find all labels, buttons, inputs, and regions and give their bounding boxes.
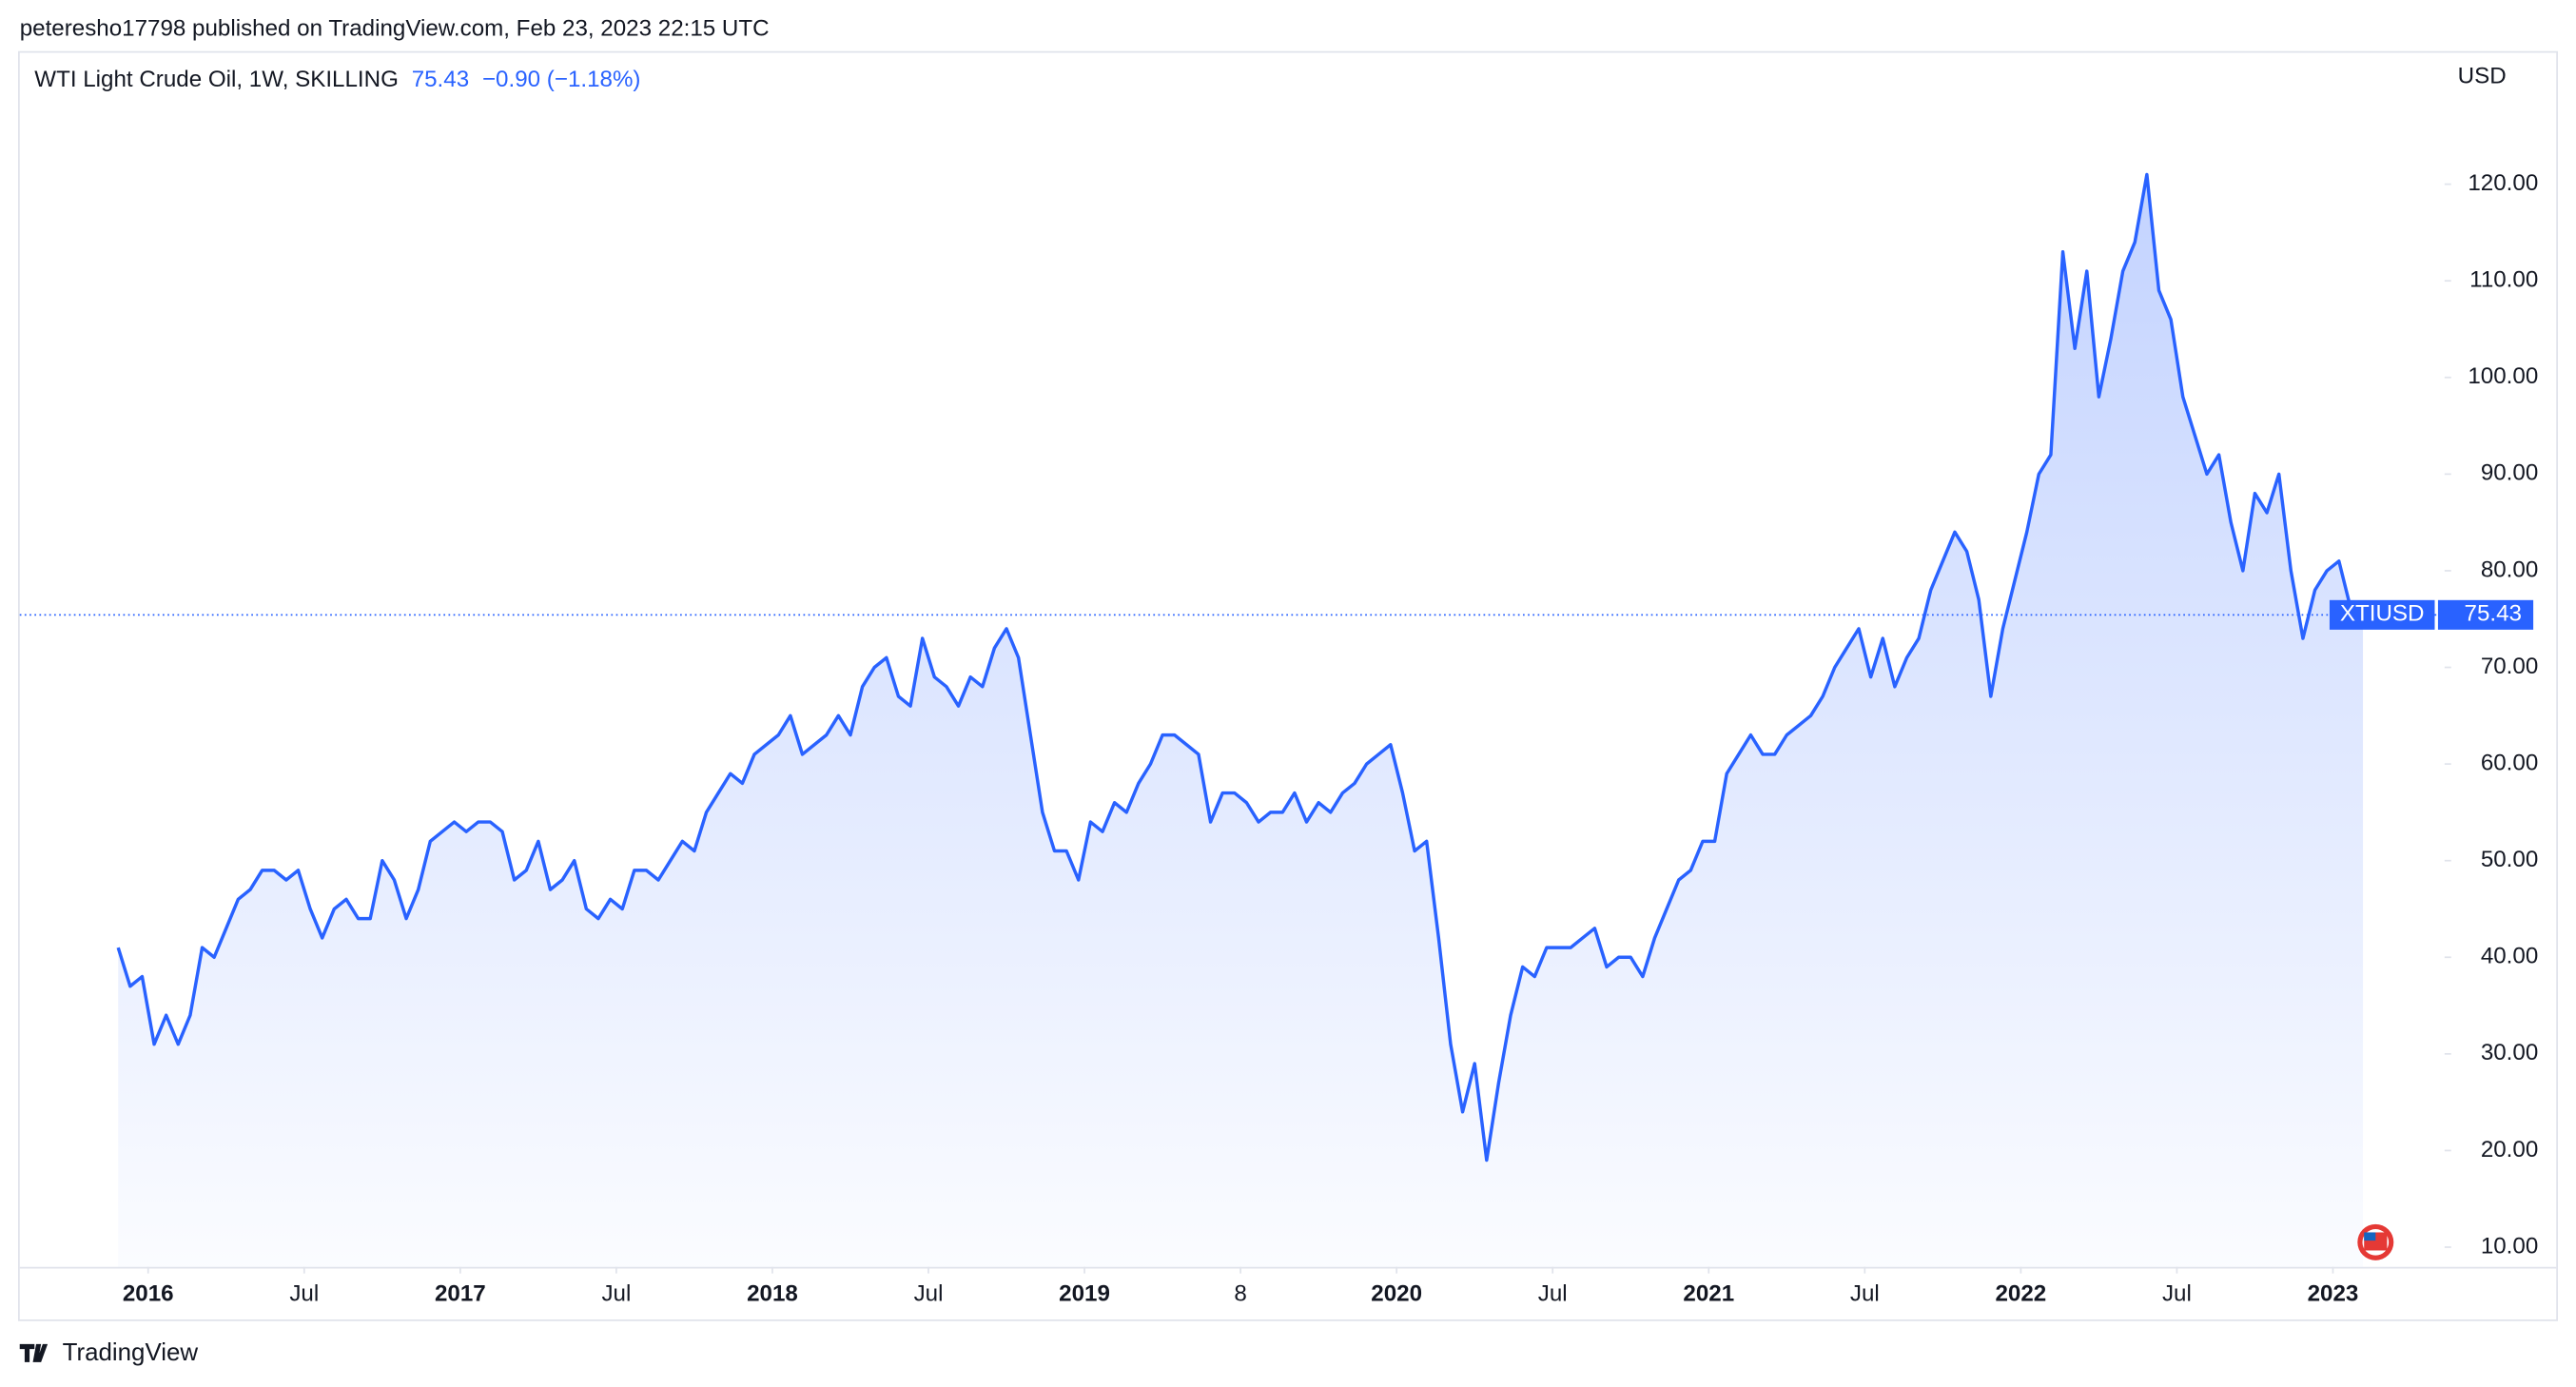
symbol-label: XTIUSD [2340,601,2425,627]
x-tick-label: Jul [914,1280,944,1306]
x-tick-label: 2021 [1683,1280,1734,1306]
y-axis-unit: USD [2458,64,2507,89]
x-tick-label: 2020 [1371,1280,1422,1306]
x-tick-label: 2018 [747,1280,798,1306]
chart-title: WTI Light Crude Oil, 1W, SKILLING [34,67,399,92]
x-tick-label: Jul [2162,1280,2192,1306]
x-tick-label: Jul [289,1280,319,1306]
x-tick-label: 2019 [1059,1280,1110,1306]
price-line [116,172,2364,1162]
flag-icon [2357,1223,2394,1260]
brand-name: TradingView [63,1339,199,1366]
y-tick-label: 60.00 [2481,750,2538,775]
y-tick-label: 40.00 [2481,944,2538,969]
last-price-label: 75.43 [2465,601,2522,627]
y-tick-label: 70.00 [2481,654,2538,679]
area-fill [118,174,2364,1267]
y-tick-label: 30.00 [2481,1040,2538,1065]
last-price-badge [2437,599,2534,630]
y-tick-label: 10.00 [2481,1233,2538,1259]
x-tick-label: 2016 [123,1280,174,1306]
y-tick-label: 100.00 [2468,363,2538,389]
y-tick-label: 20.00 [2481,1137,2538,1162]
published-line: peteresho17798 published on TradingView.… [20,16,770,42]
header-price: 75.43 [412,67,469,92]
x-tick-label: 8 [1234,1280,1246,1306]
y-tick-label: 120.00 [2468,170,2538,196]
brand: TradingView [19,1339,199,1366]
symbol-badge [2329,599,2435,630]
y-tick-label: 90.00 [2481,460,2538,486]
x-tick-label: Jul [601,1280,631,1306]
x-tick-label: 2017 [435,1280,486,1306]
y-tick-label: 50.00 [2481,847,2538,872]
x-tick-label: 2023 [2308,1280,2359,1306]
x-tick-label: Jul [1850,1280,1880,1306]
y-tick-label: 110.00 [2469,267,2538,293]
x-tick-label: 2022 [1995,1280,2046,1306]
chart-frame [17,50,2559,1321]
header-change: −0.90 (−1.18%) [482,67,641,92]
y-tick-label: 80.00 [2481,557,2538,582]
x-tick-label: Jul [1538,1280,1568,1306]
plot: XTIUSD 75.43 [19,172,2534,1267]
